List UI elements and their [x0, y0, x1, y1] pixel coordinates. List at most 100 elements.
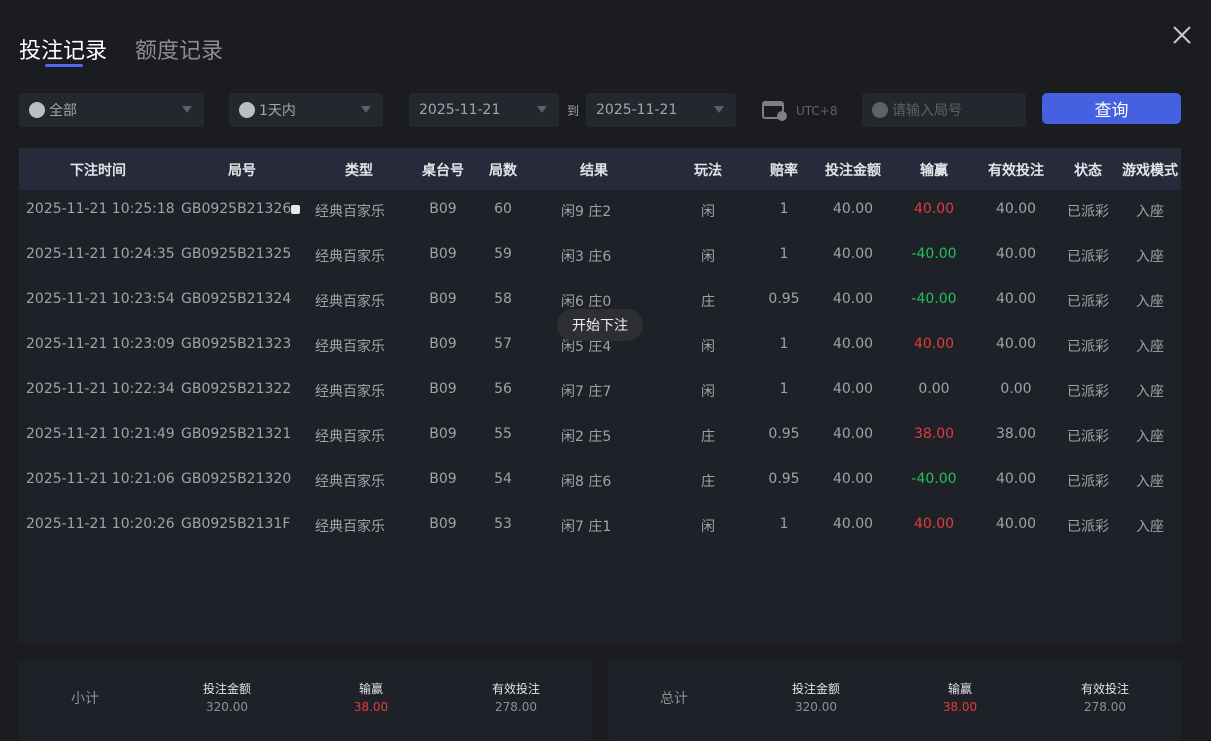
- cell-time: 2025-11-21 10:24:35: [26, 246, 175, 262]
- total-win: 38.00: [942, 700, 978, 714]
- cell-play: 闲: [701, 384, 715, 400]
- cell-table: B09: [429, 381, 457, 397]
- cell-type: 经典百家乐: [315, 249, 385, 265]
- cell-mode: 入座: [1136, 429, 1164, 445]
- bet-records-table: 下注时间 局号 类型 桌台号 局数 结果 玩法 赔率 投注金额 输赢 有效投注 …: [19, 148, 1181, 643]
- cell-mode: 入座: [1136, 204, 1164, 220]
- cell-num: 57: [494, 336, 512, 352]
- col-bet-time: 下注时间: [70, 163, 126, 179]
- chevron-down-icon: [182, 106, 192, 113]
- spade-icon: [29, 102, 45, 118]
- cell-num: 53: [494, 516, 512, 532]
- cell-amount: 40.00: [832, 516, 874, 532]
- cell-round[interactable]: GB0925B21324: [181, 291, 292, 307]
- cell-result: 闲7 庄7: [561, 384, 612, 400]
- cell-table: B09: [429, 291, 457, 307]
- cell-round[interactable]: GB0925B21326: [181, 201, 292, 217]
- cell-odds: 1: [779, 381, 789, 397]
- cell-type: 经典百家乐: [315, 204, 385, 220]
- cell-num: 56: [494, 381, 512, 397]
- cell-round[interactable]: GB0925B21320: [181, 471, 292, 487]
- cell-odds: 1: [779, 246, 789, 262]
- cell-odds: 1: [779, 201, 789, 217]
- query-button[interactable]: 查询: [1042, 93, 1181, 124]
- cell-result: 闲8 庄6: [561, 474, 612, 490]
- subtotal-valid-label: 有效投注: [491, 682, 541, 696]
- cell-table: B09: [429, 201, 457, 217]
- copy-icon[interactable]: [291, 205, 300, 214]
- table-row: 2025-11-21 10:23:54 GB0925B21324 经典百家乐 B09 5…: [19, 291, 1181, 336]
- cell-odds: 0.95: [768, 471, 800, 487]
- cell-status: 已派彩: [1067, 339, 1109, 355]
- round-number-input[interactable]: 请输入局号: [862, 93, 1026, 127]
- cell-table: B09: [429, 336, 457, 352]
- cell-valid: 40.00: [995, 336, 1037, 352]
- cell-result: 闲9 庄2: [561, 204, 612, 220]
- subtotal-amount-label: 投注金额: [202, 682, 252, 696]
- cell-round[interactable]: GB0925B21325: [181, 246, 292, 262]
- cell-type: 经典百家乐: [315, 384, 385, 400]
- cell-odds: 1: [779, 336, 789, 352]
- tab-credit-records[interactable]: 额度记录: [135, 39, 224, 64]
- cell-mode: 入座: [1136, 294, 1164, 310]
- time-range-value: 1天内: [259, 103, 296, 119]
- cell-time: 2025-11-21 10:23:09: [26, 336, 175, 352]
- game-type-select[interactable]: 全部: [19, 93, 204, 127]
- col-result: 结果: [580, 163, 608, 179]
- col-odds: 赔率: [770, 163, 798, 179]
- col-type: 类型: [345, 163, 373, 179]
- subtotal-valid: 278.00: [495, 700, 537, 714]
- cell-win: 0.00: [918, 381, 950, 397]
- col-play: 玩法: [694, 163, 722, 179]
- cell-table: B09: [429, 471, 457, 487]
- cell-result: 闲3 庄6: [561, 249, 612, 265]
- cell-amount: 40.00: [832, 291, 874, 307]
- cell-table: B09: [429, 426, 457, 442]
- start-date-value: 2025-11-21: [419, 102, 501, 118]
- cell-type: 经典百家乐: [315, 474, 385, 490]
- total-valid-label: 有效投注: [1080, 682, 1130, 696]
- end-date-value: 2025-11-21: [596, 102, 678, 118]
- cell-amount: 40.00: [832, 246, 874, 262]
- cell-win: -40.00: [911, 291, 957, 307]
- table-row: 2025-11-21 10:21:49 GB0925B21321 经典百家乐 B09 5…: [19, 426, 1181, 471]
- cell-type: 经典百家乐: [315, 339, 385, 355]
- time-range-select[interactable]: 1天内: [229, 93, 383, 127]
- active-tab-indicator: [45, 64, 83, 67]
- cell-odds: 0.95: [768, 426, 800, 442]
- cell-num: 59: [494, 246, 512, 262]
- cell-round[interactable]: GB0925B21321: [181, 426, 292, 442]
- total-valid: 278.00: [1084, 700, 1126, 714]
- cell-win: 38.00: [913, 426, 955, 442]
- cell-round[interactable]: GB0925B21322: [181, 381, 292, 397]
- cell-win: 40.00: [913, 336, 955, 352]
- cell-type: 经典百家乐: [315, 294, 385, 310]
- cell-status: 已派彩: [1067, 429, 1109, 445]
- cell-num: 54: [494, 471, 512, 487]
- cell-result: 闲2 庄5: [561, 429, 612, 445]
- cell-round[interactable]: GB0925B21323: [181, 336, 292, 352]
- col-round-count: 局数: [489, 163, 517, 179]
- cell-valid: 38.00: [995, 426, 1037, 442]
- col-amount: 投注金额: [825, 163, 881, 179]
- cell-amount: 40.00: [832, 201, 874, 217]
- cell-play: 闲: [701, 339, 715, 355]
- cell-result: 闲7 庄1: [561, 519, 612, 535]
- timezone-label: UTC+8: [796, 104, 838, 118]
- cell-table: B09: [429, 516, 457, 532]
- cell-play: 庄: [701, 294, 715, 310]
- cell-odds: 0.95: [768, 291, 800, 307]
- game-type-value: 全部: [49, 103, 77, 119]
- cell-type: 经典百家乐: [315, 519, 385, 535]
- table-row: 2025-11-21 10:24:35 GB0925B21325 经典百家乐 B09 5…: [19, 246, 1181, 291]
- close-icon[interactable]: [1171, 24, 1193, 46]
- col-valid-bet: 有效投注: [988, 163, 1044, 179]
- cell-amount: 40.00: [832, 471, 874, 487]
- end-date-select[interactable]: 2025-11-21: [586, 93, 736, 127]
- total-panel: 总计 投注金额 320.00 输赢 38.00 有效投注 278.00: [608, 661, 1181, 741]
- total-amount-label: 投注金额: [791, 682, 841, 696]
- tab-bet-records[interactable]: 投注记录: [19, 39, 108, 64]
- cell-round[interactable]: GB0925B2131F: [181, 516, 291, 532]
- start-date-select[interactable]: 2025-11-21: [409, 93, 559, 127]
- total-win-label: 输赢: [947, 682, 973, 696]
